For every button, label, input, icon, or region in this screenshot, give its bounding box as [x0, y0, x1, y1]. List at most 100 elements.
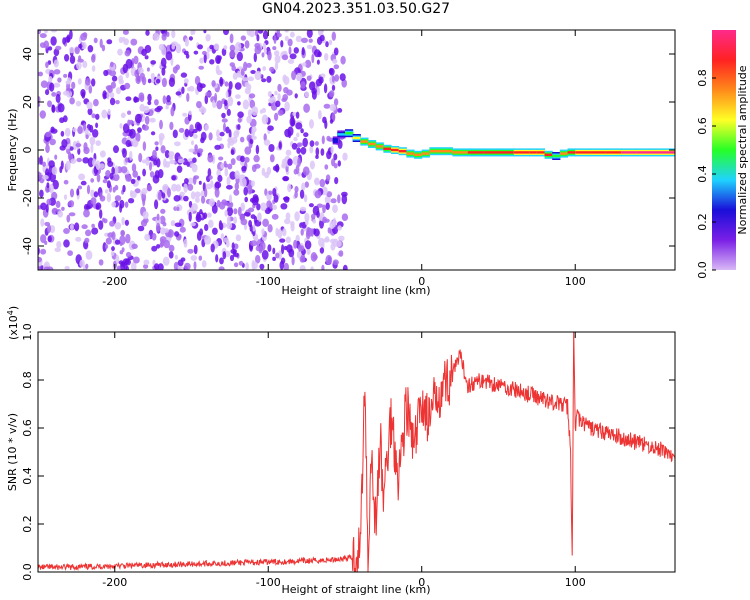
noise-blob — [229, 33, 234, 44]
noise-blob — [177, 158, 185, 164]
noise-blob — [246, 115, 252, 124]
noise-blob — [274, 61, 279, 71]
noise-blob — [90, 189, 95, 198]
noise-blob — [261, 78, 267, 83]
track-core — [375, 145, 384, 148]
colorbar-tick-label: 0.6 — [696, 117, 709, 135]
noise-blob — [104, 189, 109, 194]
noise-blob — [209, 59, 215, 65]
noise-blob — [225, 126, 230, 134]
noise-blob — [119, 242, 123, 246]
noise-blob — [281, 54, 289, 61]
colorbar-label: Normalized spectral amplitude — [736, 65, 749, 234]
noise-blob — [158, 132, 165, 141]
noise-blob — [323, 83, 328, 94]
noise-blob — [294, 186, 299, 193]
track-core — [605, 151, 622, 154]
noise-blob — [229, 254, 235, 262]
noise-blob — [105, 170, 111, 178]
noise-blob — [244, 196, 248, 203]
noise-blob — [285, 212, 291, 220]
noise-blob — [199, 57, 204, 64]
noise-blob — [237, 101, 241, 106]
noise-blob — [238, 260, 244, 266]
noise-blob — [235, 94, 241, 99]
noise-blob — [249, 30, 255, 38]
noise-blob — [157, 263, 164, 270]
noise-blob — [39, 33, 47, 39]
noise-blob — [269, 66, 275, 72]
noise-blob — [99, 209, 103, 219]
track-core — [452, 151, 469, 154]
noise-blob — [301, 182, 306, 191]
noise-blob — [154, 263, 160, 270]
noise-blob — [129, 128, 136, 139]
noise-blob — [334, 177, 339, 185]
noise-blob — [333, 98, 339, 106]
noise-blob — [262, 42, 267, 50]
noise-blob — [209, 44, 214, 50]
noise-blob — [188, 200, 193, 208]
noise-blob — [91, 53, 95, 61]
noise-blob — [133, 55, 139, 65]
noise-blob — [325, 202, 330, 210]
top-x-ticks: -200 -100 0 100 — [102, 30, 586, 288]
noise-blob — [48, 76, 53, 83]
noise-blob — [46, 266, 54, 270]
noise-blob — [221, 118, 228, 123]
noise-blob — [225, 90, 229, 99]
noise-blob — [69, 55, 76, 64]
noise-blob — [170, 220, 176, 227]
noise-blob — [83, 122, 87, 131]
noise-blob — [257, 212, 262, 222]
noise-blob — [105, 85, 113, 91]
noise-blob — [175, 184, 181, 192]
noise-blob — [227, 137, 234, 144]
noise-blob — [173, 195, 181, 202]
noise-blob — [201, 260, 207, 268]
noise-blob — [177, 259, 184, 267]
noise-blob — [57, 77, 62, 83]
noise-blob — [277, 83, 282, 92]
noise-blob — [282, 228, 287, 237]
noise-blob — [296, 132, 300, 138]
noise-blob — [91, 227, 99, 235]
noise-blob — [295, 234, 300, 243]
noise-blob — [251, 126, 257, 133]
y-multiplier: (x104) — [6, 306, 20, 340]
noise-blob — [333, 47, 339, 56]
noise-blob — [331, 75, 335, 83]
x-tick-label: -200 — [102, 576, 127, 589]
noise-blob — [267, 224, 273, 233]
noise-blob — [190, 163, 197, 168]
noise-blob — [112, 186, 116, 193]
noise-blob — [151, 233, 157, 241]
noise-blob — [53, 82, 61, 88]
noise-blob — [290, 31, 295, 38]
noise-blob — [194, 121, 201, 131]
noise-blob — [333, 64, 340, 70]
noise-blob — [242, 178, 247, 188]
noise-blob — [38, 256, 42, 263]
noise-blob — [236, 129, 240, 136]
noise-blob — [43, 40, 50, 49]
noise-blob — [150, 60, 157, 65]
noise-blob — [109, 220, 115, 227]
noise-blob — [102, 217, 106, 223]
top-y-ticks: -40 -20 0 20 40 — [21, 47, 675, 255]
noise-blob — [178, 127, 185, 133]
noise-blob — [50, 30, 58, 33]
noise-blob — [75, 100, 82, 107]
noise-blob — [45, 89, 50, 96]
noise-blob — [291, 118, 295, 127]
noise-blob — [69, 46, 75, 54]
noise-blob — [247, 109, 252, 118]
noise-blob — [38, 71, 43, 77]
noise-blob — [338, 235, 345, 242]
noise-blob — [142, 197, 146, 207]
noise-blob — [79, 259, 85, 268]
noise-blob — [45, 204, 49, 213]
noise-blob — [133, 256, 140, 264]
noise-blob — [319, 178, 326, 188]
noise-blob — [194, 191, 201, 198]
